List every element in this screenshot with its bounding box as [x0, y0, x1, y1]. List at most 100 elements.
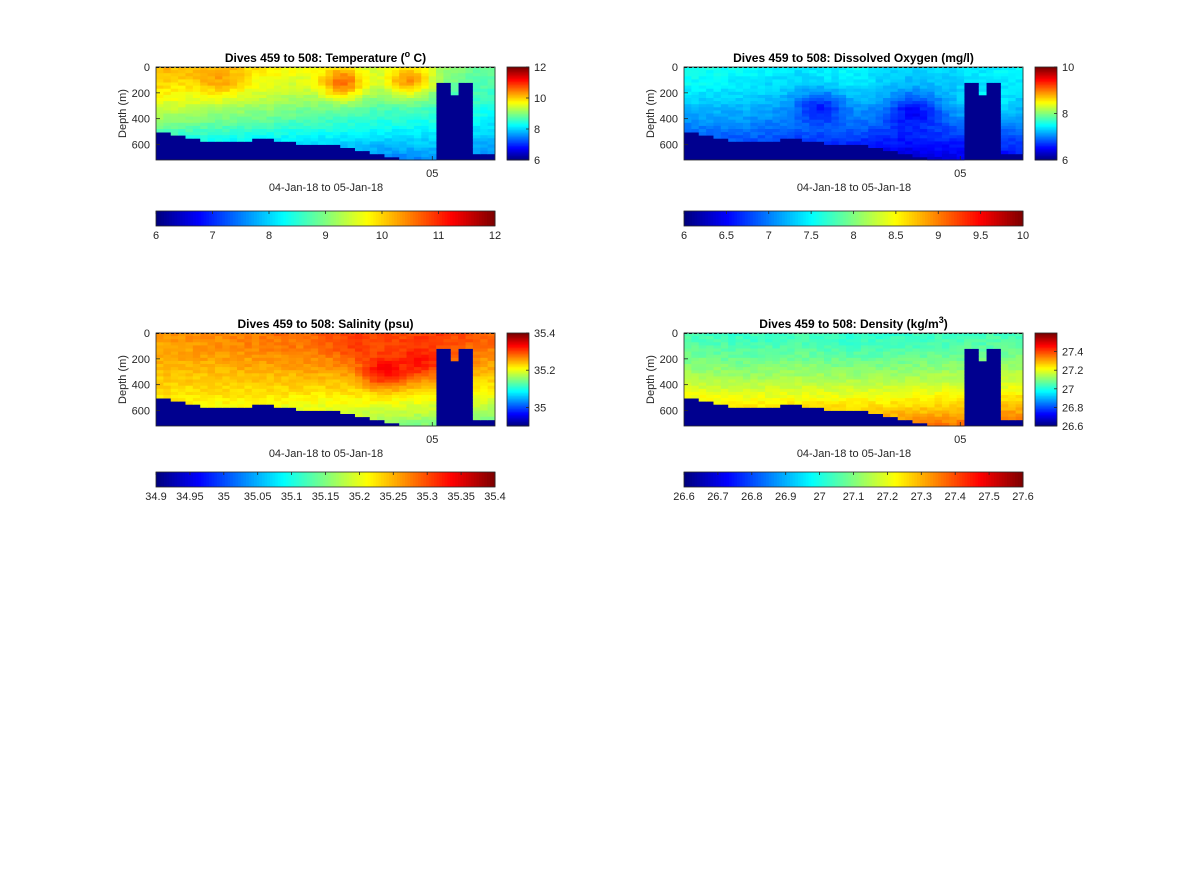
heatmap-cell [956, 419, 965, 424]
heatmap-cell [882, 351, 891, 356]
heatmap-cell [1008, 360, 1017, 365]
heatmap-cell [310, 91, 319, 96]
heatmap-cell [259, 385, 267, 390]
heatmap-cell [890, 113, 899, 117]
heatmap-cell [369, 125, 378, 130]
colorbar-swatch [507, 104, 529, 107]
heatmap-cell [684, 122, 692, 127]
heatmap-cell [1008, 404, 1017, 408]
heatmap-cell [303, 398, 312, 402]
heatmap-cell [185, 129, 194, 133]
colorbar-swatch [314, 211, 319, 226]
heatmap-cell [757, 360, 766, 365]
heatmap-cell [934, 336, 943, 340]
colorbar-swatch [320, 211, 324, 226]
heatmap-cell [214, 67, 223, 71]
heatmap-cell [259, 336, 267, 340]
heatmap-cell [303, 404, 312, 408]
heatmap-cell [332, 395, 341, 399]
heatmap-cell [310, 339, 319, 343]
heatmap-cell [281, 88, 290, 93]
heatmap-cell [413, 339, 422, 343]
heatmap-cell [237, 129, 245, 133]
heatmap-cell [251, 342, 260, 346]
colorbar-swatch [1035, 133, 1057, 136]
heatmap-cell [706, 373, 714, 377]
colorbar-swatch [439, 211, 443, 226]
heatmap-cell [794, 101, 803, 105]
heatmap-cell [684, 364, 692, 368]
heatmap-cell [163, 82, 172, 86]
heatmap-cell [875, 122, 884, 127]
heatmap-cell [765, 79, 773, 83]
heatmap-cell [156, 360, 164, 365]
heatmap-cell [919, 333, 928, 337]
heatmap-cell [860, 342, 869, 346]
heatmap-cell [934, 391, 943, 396]
heatmap-cell [251, 401, 260, 405]
heatmap-cell [905, 91, 913, 96]
heatmap-cell [487, 101, 496, 105]
heatmap-cell [765, 91, 773, 96]
heatmap-cell [480, 351, 489, 356]
heatmap-cell [399, 416, 407, 421]
heatmap-cell [362, 101, 371, 105]
heatmap-cell [318, 141, 326, 145]
heatmap-cell [949, 147, 958, 152]
heatmap-cell [192, 388, 201, 393]
heatmap-cell [207, 373, 216, 377]
heatmap-cell [450, 345, 459, 349]
heatmap-cell [288, 113, 297, 117]
heatmap-cell [757, 91, 766, 96]
heatmap-cell [281, 379, 290, 383]
heatmap-cell [882, 410, 891, 414]
heatmap-cell [347, 67, 356, 71]
heatmap-cell [406, 107, 415, 111]
heatmap-cell [765, 385, 773, 390]
heatmap-cell [399, 113, 407, 117]
axes-box [683, 66, 1024, 161]
heatmap-cell [192, 94, 201, 99]
heatmap-cell [384, 98, 393, 102]
colorbar-swatch [864, 211, 868, 226]
heatmap-cell [391, 135, 400, 139]
heatmap-cell [325, 354, 334, 359]
colorbar-swatch [383, 472, 387, 487]
heatmap-cell [347, 407, 356, 411]
heatmap-cell [251, 354, 260, 359]
heatmap-cell [399, 395, 407, 399]
heatmap-cell [691, 351, 700, 356]
heatmap-cell [399, 125, 407, 130]
heatmap-cell [170, 395, 179, 399]
heatmap-cell [318, 138, 326, 142]
heatmap-cell [1000, 76, 1009, 80]
heatmap-cell [882, 67, 891, 71]
heatmap-cell [794, 79, 803, 83]
heatmap-cell [170, 382, 179, 387]
heatmap-cell [720, 357, 729, 362]
heatmap-cell [698, 398, 707, 402]
heatmap-cell [170, 373, 179, 377]
heatmap-cell [377, 364, 385, 368]
colorbar-swatch [1035, 149, 1057, 152]
heatmap-cell [890, 410, 899, 414]
heatmap-cell [480, 401, 489, 405]
heatmap-cell [229, 345, 238, 349]
colorbar-swatch [1035, 125, 1057, 128]
heatmap-cell [170, 67, 179, 71]
heatmap-cell [251, 132, 260, 136]
colorbar-swatch [227, 211, 231, 226]
heatmap-cell [472, 91, 481, 96]
heatmap-cell [288, 88, 297, 93]
heatmap-cell [860, 67, 869, 71]
colorbar-swatch [1012, 211, 1016, 226]
colorbar-swatch [795, 211, 799, 226]
heatmap-cell [706, 101, 714, 105]
heatmap-cell [310, 407, 319, 411]
heatmap-cell [369, 82, 378, 86]
heatmap-cell [421, 360, 430, 365]
heatmap-cell [200, 79, 208, 83]
heatmap-cell [882, 91, 891, 96]
heatmap-cell [728, 119, 736, 124]
heatmap-cell [934, 379, 943, 383]
